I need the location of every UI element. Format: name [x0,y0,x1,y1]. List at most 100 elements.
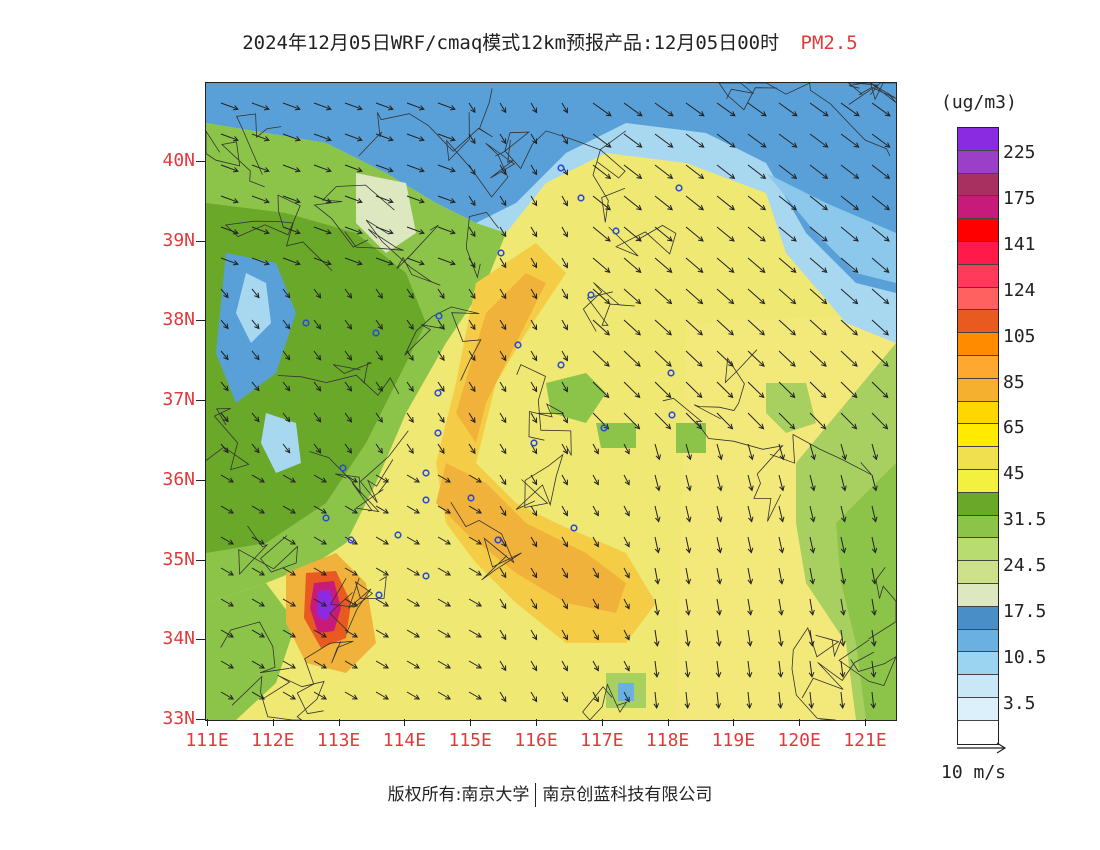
wind-arrow [623,319,641,336]
wind-arrow-head [760,142,767,148]
wind-arrow-head [418,260,425,266]
longitude-tick [536,719,537,726]
wind-arrow [561,350,568,361]
longitude-label: 116E [514,730,558,751]
wind-arrow [375,629,389,638]
wind-arrow [344,567,358,576]
wind-arrow [220,257,239,265]
wind-arrow-head [655,454,661,461]
wind-arrow-head [325,229,332,235]
wind-arrow-head [667,173,674,180]
wind-arrow [499,257,507,268]
wind-arrow-head [624,572,630,579]
city-marker-icon [422,469,430,477]
legend-swatch [958,173,998,197]
wind-arrow-head [605,236,611,242]
wind-arrow-head [746,672,753,678]
wind-arrow [220,691,234,700]
wind-arrow-head [562,231,568,238]
wind-arrow [344,350,352,361]
wind-arrow [623,536,630,547]
wind-arrow [716,660,720,677]
wind-arrow-head [665,392,672,399]
wind-arrow-head [346,292,353,299]
city-marker-icon [434,389,442,397]
wind-arrow-head [872,516,878,523]
wind-arrow-head [839,672,846,678]
wind-arrow [809,598,814,615]
wind-arrow-head [851,361,858,367]
wind-arrow-head [605,142,612,148]
wind-arrow [282,195,301,203]
wind-arrow-head [445,539,451,545]
wind-arrow [654,443,660,460]
wind-arrow [282,629,296,638]
wind-arrow-head [254,416,260,423]
wind-arrow-head [851,423,858,430]
wind-arrow-head [470,262,476,269]
wind-arrow [282,164,301,172]
city-marker-icon [570,524,578,532]
wind-arrow-head [665,361,672,367]
wind-arrow [809,567,814,584]
pollutant-name: PM2.5 [800,32,858,54]
copyright-separator [535,783,537,807]
wind-arrow [251,133,270,141]
wind-arrow [685,257,704,273]
wind-arrow [220,474,234,483]
wind-arrow [716,598,721,615]
wind-arrow [251,102,270,110]
city-marker-icon [394,531,402,539]
wind-arrow-head [747,547,754,554]
wind-arrow [623,133,642,148]
wind-arrow [375,226,394,234]
wind-arrow-head [624,448,630,455]
city-marker-icon [557,164,565,172]
boundary-line [869,83,896,103]
wind-arrow [592,691,599,702]
wind-arrow-head [593,479,599,486]
wind-arrow-head [728,329,734,336]
wind-arrow [344,133,363,141]
wind-arrow-head [822,204,829,211]
wind-arrow-head [853,173,860,180]
wind-arrow [685,691,689,708]
wind-arrow-head [470,138,476,145]
wind-arrow [282,412,291,423]
wind-arrow-head [654,578,661,585]
wind-arrow-head [408,386,414,392]
wind-arrow-head [810,454,816,461]
wind-arrow-head [562,355,568,362]
wind-arrow-head [636,204,643,211]
wind-arrow [747,443,753,460]
wind-arrow [561,257,568,268]
wind-arrow [251,164,270,172]
wind-arrow-head [501,262,507,269]
wind-arrow [592,257,611,273]
boundary-line [662,397,784,522]
wind-arrow-head [779,516,785,523]
wind-arrow-head [667,236,673,242]
wind-arrow-head [284,416,291,423]
wind-arrow-head [697,329,703,336]
wind-arrow [592,598,599,609]
wind-arrow-head [470,417,476,424]
wind-arrow [747,257,766,273]
legend-label: 31.5 [1003,509,1047,531]
legend-label: 10.5 [1003,646,1047,668]
wind-arrow-head [223,385,229,392]
wind-arrow-head [470,231,476,238]
central-green-patch [546,373,606,423]
wind-arrow [375,257,394,265]
wind-arrow [499,567,507,578]
wind-arrow [220,629,234,638]
wind-arrow [809,474,815,491]
boundary-line [206,408,250,471]
wind-arrow [654,195,673,211]
wind-arrow-head [727,392,734,399]
wind-arrow-head [698,173,705,180]
wind-arrow-head [729,204,736,211]
boundary-line [592,148,626,223]
wind-arrow [468,102,476,113]
wind-arrow-head [655,516,661,523]
